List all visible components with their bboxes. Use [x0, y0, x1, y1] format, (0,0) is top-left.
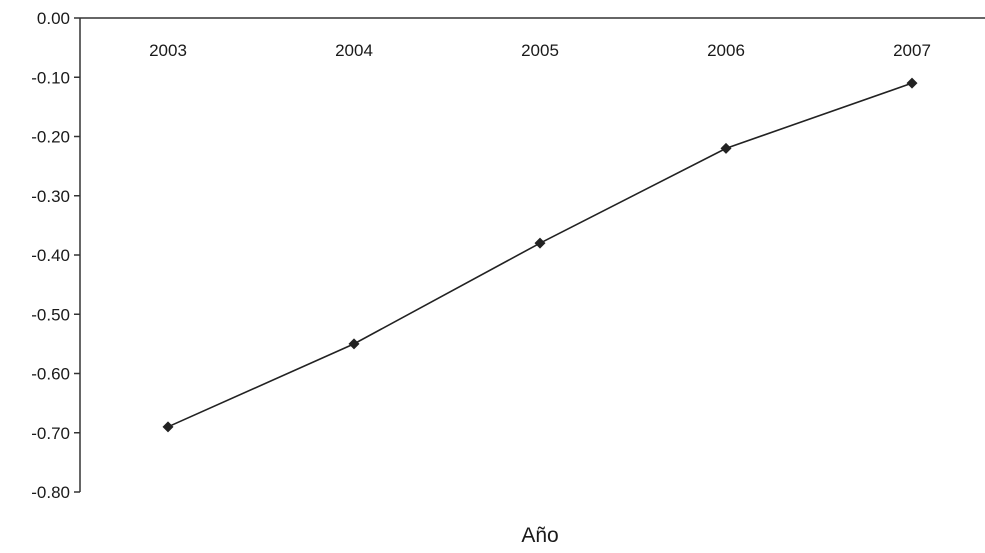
y-tick-label: -0.10	[31, 68, 70, 87]
x-axis-title: Año	[521, 524, 558, 547]
y-tick-label: -0.60	[31, 365, 70, 384]
series-line	[167, 82, 913, 428]
x-tick-label: 2006	[707, 41, 745, 60]
y-tick-label: -0.70	[31, 424, 70, 443]
y-tick-label: -0.80	[31, 483, 70, 502]
data-point	[348, 338, 360, 350]
data-point	[534, 237, 546, 249]
y-axis: 0.00 -0.10 -0.20 -0.30 -0.40 -0.50 -0.60 -0.70 -…	[31, 9, 81, 502]
x-tick-label: 2003	[149, 41, 187, 60]
y-tick-label: -0.50	[31, 305, 70, 324]
y-tick-label: -0.20	[31, 128, 70, 147]
y-tick-label: -0.30	[31, 187, 70, 206]
data-point	[906, 77, 918, 89]
x-axis: 2003 2004 2005 2006 2007	[80, 17, 985, 60]
x-tick-label: 2005	[521, 41, 559, 60]
series	[162, 77, 918, 433]
x-tick-label: 2007	[893, 41, 931, 60]
data-point	[720, 142, 732, 154]
y-tick-label: 0.00	[37, 9, 70, 28]
x-tick-label: 2004	[335, 41, 373, 60]
data-point	[162, 421, 174, 433]
y-tick-label: -0.40	[31, 246, 70, 265]
